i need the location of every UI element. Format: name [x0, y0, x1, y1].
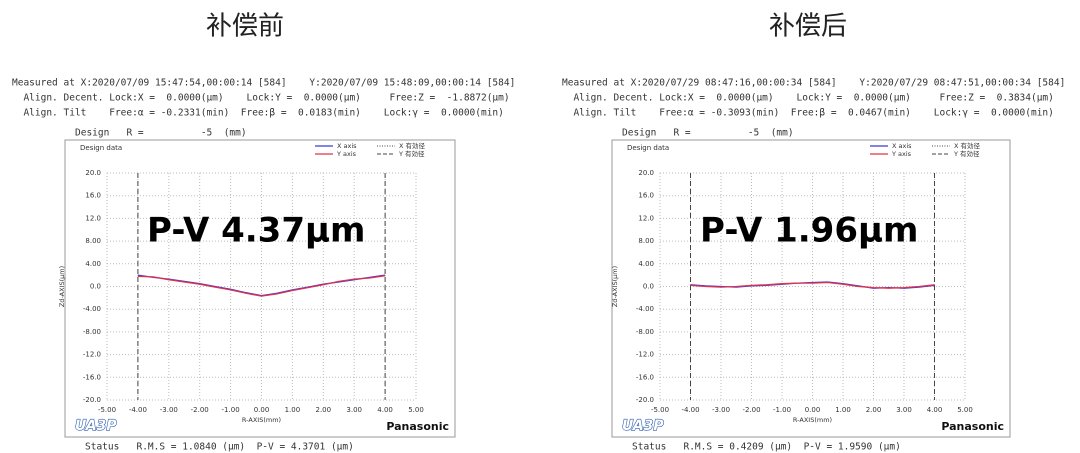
y-tick-label: -16.0: [636, 373, 654, 381]
x-tick-label: -3.00: [712, 406, 730, 414]
x-axis-label: R-AXIS(mm): [242, 416, 281, 424]
x-tick-label: -1.00: [773, 406, 791, 414]
x-tick-label: 2.00: [866, 406, 882, 414]
x-tick-label: 0.00: [254, 406, 270, 414]
y-tick-label: -16.0: [83, 373, 101, 381]
legend-label: X 有効径: [399, 141, 426, 150]
y-tick-label: -12.0: [83, 351, 101, 359]
chart-frame: [611, 139, 1011, 438]
x-tick-label: 5.00: [408, 406, 424, 414]
panel-title: 补偿前: [206, 12, 284, 42]
x-tick-label: 0.00: [805, 406, 821, 414]
legend-label: X axis: [892, 142, 912, 150]
header-line: Measured at X:2020/07/09 15:47:54,00:00:…: [12, 78, 515, 89]
y-tick-label: -20.0: [636, 396, 654, 404]
data-line: [137, 275, 386, 297]
y-tick-label: 16.0: [638, 192, 654, 200]
x-tick-label: 4.00: [927, 406, 943, 414]
y-tick-label: -4.00: [636, 305, 654, 313]
x-tick-label: 5.00: [957, 406, 973, 414]
x-tick-label: 4.00: [377, 406, 393, 414]
panel-title: 补偿后: [769, 12, 847, 42]
x-tick-label: -5.00: [651, 406, 669, 414]
data-line: [690, 281, 935, 289]
x-tick-label: 3.00: [896, 406, 912, 414]
y-tick-label: 20.0: [85, 169, 101, 177]
x-tick-label: -3.00: [160, 406, 178, 414]
chart-frame: [64, 139, 456, 438]
y-tick-label: 8.00: [85, 237, 101, 245]
header-line: Align. Decent. Lock:X = 0.0000(μm) Lock:…: [562, 93, 1054, 104]
y-tick-label: 0.0: [643, 283, 654, 291]
legend-label: X 有効径: [954, 141, 981, 150]
y-tick-label: 12.0: [85, 214, 101, 222]
x-tick-label: 2.00: [316, 406, 332, 414]
y-tick-label: 8.00: [638, 237, 654, 245]
header-line: Measured at X:2020/07/29 08:47:16,00:00:…: [562, 78, 1065, 89]
legend-label: Y 有効径: [398, 149, 425, 158]
y-axis-label: Zd-AXIS(μm): [611, 266, 619, 307]
status-line: Status R.M.S = 1.0840 (μm) P-V = 4.3701 …: [85, 442, 354, 453]
logo-right: Panasonic: [941, 420, 1004, 433]
x-tick-label: 3.00: [346, 406, 362, 414]
legend-label: Y axis: [336, 150, 357, 158]
logo-left: UA3P: [622, 418, 664, 434]
panel-label: Design data: [80, 144, 122, 152]
y-tick-label: -8.00: [636, 328, 654, 336]
annotation: P-V 4.37μm: [147, 211, 365, 251]
y-tick-label: -8.00: [83, 328, 101, 336]
logo-right: Panasonic: [386, 420, 449, 433]
status-line: Status R.M.S = 0.4209 (μm) P-V = 1.9590 …: [632, 442, 901, 453]
panel-label: Design data: [627, 144, 669, 152]
legend-label: Y axis: [891, 150, 912, 158]
x-tick-label: -1.00: [222, 406, 240, 414]
y-tick-label: 16.0: [85, 192, 101, 200]
annotation: P-V 1.96μm: [700, 211, 918, 251]
logo-left: UA3P: [75, 418, 117, 434]
legend-label: X axis: [337, 142, 357, 150]
y-tick-label: 20.0: [638, 169, 654, 177]
x-tick-label: -4.00: [681, 406, 699, 414]
x-axis-label: R-AXIS(mm): [793, 416, 832, 424]
x-tick-label: -2.00: [191, 406, 209, 414]
design-radius: Design R = -5 (mm): [622, 128, 794, 139]
y-tick-label: -12.0: [636, 351, 654, 359]
x-tick-label: 1.00: [835, 406, 851, 414]
y-tick-label: 4.00: [638, 260, 654, 268]
header-line: Align. Tilt Free:α = -0.3093(min) Free:β…: [562, 108, 1054, 119]
header-line: Align. Tilt Free:α = -0.2331(min) Free:β…: [12, 108, 504, 119]
x-tick-label: 1.00: [285, 406, 301, 414]
x-tick-label: -5.00: [98, 406, 116, 414]
y-tick-label: 0.0: [90, 283, 101, 291]
x-tick-label: -2.00: [742, 406, 760, 414]
y-tick-label: 12.0: [638, 214, 654, 222]
design-radius: Design R = -5 (mm): [75, 128, 247, 139]
y-tick-label: 4.00: [85, 260, 101, 268]
header-line: Align. Decent. Lock:X = 0.0000(μm) Lock:…: [12, 93, 510, 104]
x-tick-label: -4.00: [129, 406, 147, 414]
y-tick-label: -20.0: [83, 396, 101, 404]
y-tick-label: -4.00: [83, 305, 101, 313]
y-axis-label: Zd-AXIS(μm): [58, 266, 66, 307]
legend-label: Y 有効径: [953, 149, 980, 158]
